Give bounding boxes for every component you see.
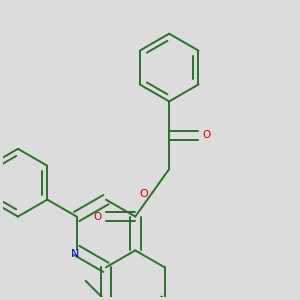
Text: O: O	[202, 130, 211, 140]
Text: O: O	[139, 189, 148, 199]
Text: O: O	[94, 212, 102, 221]
Text: N: N	[71, 249, 79, 259]
